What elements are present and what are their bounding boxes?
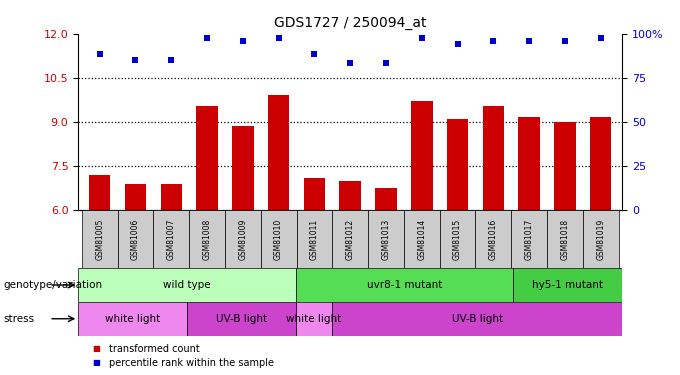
Text: uvr8-1 mutant: uvr8-1 mutant <box>367 280 442 290</box>
Text: hy5-1 mutant: hy5-1 mutant <box>532 280 603 290</box>
Bar <box>513 268 622 302</box>
Bar <box>332 302 622 336</box>
Point <box>560 38 571 44</box>
Point <box>237 38 248 44</box>
Bar <box>78 268 296 302</box>
Text: ■: ■ <box>92 344 100 353</box>
Bar <box>333 210 368 268</box>
Bar <box>268 96 290 210</box>
Bar <box>296 210 333 268</box>
Bar <box>232 126 254 210</box>
Bar <box>590 117 611 210</box>
Bar <box>518 117 540 210</box>
Bar <box>124 184 146 210</box>
Text: GSM81014: GSM81014 <box>418 218 426 260</box>
Bar <box>511 210 547 268</box>
Bar <box>197 106 218 210</box>
Bar <box>554 122 576 210</box>
Text: GSM81011: GSM81011 <box>310 219 319 260</box>
Point <box>345 60 356 66</box>
Bar <box>411 101 432 210</box>
Text: GSM81017: GSM81017 <box>525 218 534 260</box>
Text: wild type: wild type <box>163 280 211 290</box>
Text: GSM81007: GSM81007 <box>167 218 175 260</box>
Bar <box>296 302 332 336</box>
Text: GSM81006: GSM81006 <box>131 218 140 260</box>
Text: GSM81018: GSM81018 <box>560 219 569 260</box>
Point <box>595 35 606 41</box>
Text: white light: white light <box>105 314 160 324</box>
Text: GSM81012: GSM81012 <box>345 219 355 260</box>
Text: transformed count: transformed count <box>109 344 199 354</box>
Bar <box>82 210 118 268</box>
Bar <box>118 210 154 268</box>
Bar <box>189 210 225 268</box>
Point <box>95 51 105 57</box>
Title: GDS1727 / 250094_at: GDS1727 / 250094_at <box>274 16 426 30</box>
Text: GSM81005: GSM81005 <box>95 218 104 260</box>
Text: white light: white light <box>286 314 341 324</box>
Bar <box>583 210 619 268</box>
Point <box>488 38 499 44</box>
Text: GSM81010: GSM81010 <box>274 218 283 260</box>
Bar <box>187 302 296 336</box>
Bar <box>78 302 187 336</box>
Text: UV-B light: UV-B light <box>452 314 503 324</box>
Text: stress: stress <box>3 314 35 324</box>
Bar <box>89 175 110 210</box>
Bar <box>260 210 296 268</box>
Point <box>381 60 392 66</box>
Bar <box>404 210 440 268</box>
Bar <box>160 184 182 210</box>
Bar <box>225 210 260 268</box>
Bar <box>154 210 189 268</box>
Point <box>166 57 177 63</box>
Bar <box>483 106 504 210</box>
Point <box>416 35 427 41</box>
Text: ■: ■ <box>92 358 100 368</box>
Point <box>452 41 463 47</box>
Bar <box>368 210 404 268</box>
Text: GSM81019: GSM81019 <box>596 218 605 260</box>
Point <box>130 57 141 63</box>
Text: percentile rank within the sample: percentile rank within the sample <box>109 358 274 368</box>
Point <box>273 35 284 41</box>
Bar <box>475 210 511 268</box>
Text: GSM81015: GSM81015 <box>453 218 462 260</box>
Bar <box>440 210 475 268</box>
Text: genotype/variation: genotype/variation <box>3 280 103 290</box>
Text: GSM81009: GSM81009 <box>238 218 248 260</box>
Bar <box>339 181 361 210</box>
Bar <box>547 210 583 268</box>
Point <box>309 51 320 57</box>
Text: GSM81016: GSM81016 <box>489 218 498 260</box>
Bar <box>375 188 396 210</box>
Bar <box>447 119 469 210</box>
Bar <box>304 178 325 210</box>
Point <box>524 38 534 44</box>
Text: GSM81008: GSM81008 <box>203 218 211 260</box>
Text: GSM81013: GSM81013 <box>381 218 390 260</box>
Point <box>201 35 212 41</box>
Text: UV-B light: UV-B light <box>216 314 267 324</box>
Bar <box>296 268 513 302</box>
